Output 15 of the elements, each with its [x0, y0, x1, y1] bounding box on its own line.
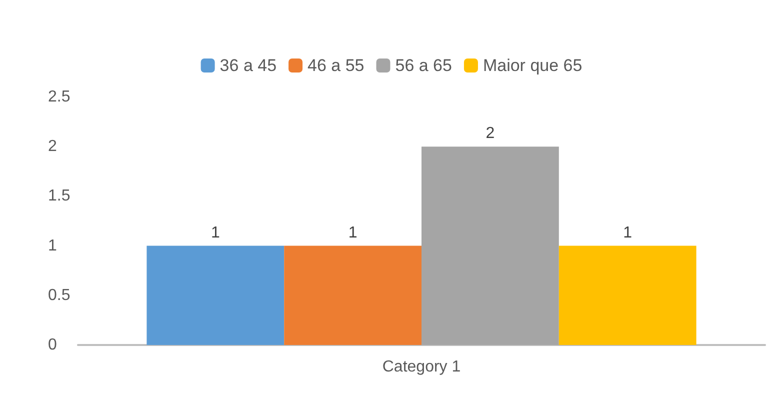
y-tick-label: 1.5: [48, 188, 70, 205]
legend-label: Maior que 65: [482, 56, 582, 75]
legend-label: 46 a 55: [308, 56, 364, 75]
data-label: 1: [623, 224, 632, 242]
y-tick-label: 0.5: [48, 286, 70, 304]
data-label: 2: [486, 125, 495, 142]
y-tick-label: 2: [48, 138, 57, 156]
y-tick-label: 0: [48, 336, 57, 354]
legend-label: 56 a 65: [395, 56, 452, 75]
y-tick-label: 2.5: [48, 88, 70, 106]
y-tick-label: 1: [48, 237, 57, 254]
data-label: 1: [348, 224, 358, 242]
x-tick-label: Category 1: [382, 358, 461, 376]
data-label: 1: [210, 224, 220, 242]
legend-label: 36 a 45: [220, 56, 277, 75]
